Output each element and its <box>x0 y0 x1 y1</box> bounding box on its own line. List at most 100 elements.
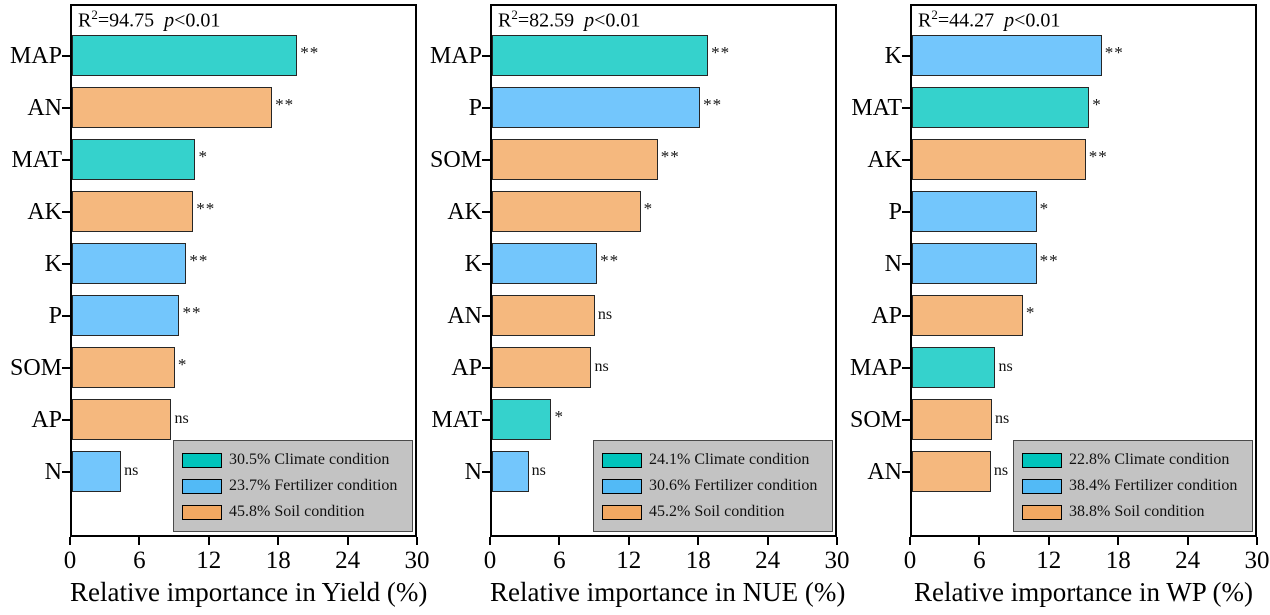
category-label-yield-N: N <box>44 458 62 485</box>
category-label-yield-AP: AP <box>31 406 62 433</box>
y-tick-wp-K <box>902 54 910 57</box>
y-tick-nue-N <box>482 470 490 473</box>
sig-yield-P: ** <box>182 302 202 322</box>
legend-label-nue-climate: 24.1% Climate condition <box>649 451 810 468</box>
y-tick-yield-MAT <box>62 158 70 161</box>
legend-swatch-soil <box>602 504 642 520</box>
legend-label-wp-fertilizer: 38.4% Fertilizer condition <box>1069 477 1238 494</box>
sig-yield-N: ns <box>124 461 139 479</box>
bar-yield-K <box>72 243 187 284</box>
y-tick-nue-SOM <box>482 158 490 161</box>
y-tick-wp-AK <box>902 158 910 161</box>
x-tick-wp-24 <box>1186 537 1189 545</box>
category-label-nue-MAT: MAT <box>431 406 482 433</box>
x-tick-wp-18 <box>1117 537 1120 545</box>
legend-swatch-fertilizer <box>602 478 642 494</box>
plot-area-nue: R2=82.59 p<0.01 ** ** ** * ** ns ns * ns 24.1% Cli… <box>490 4 837 537</box>
bar-wp-SOM <box>912 399 993 440</box>
legend-swatch-fertilizer <box>1022 478 1062 494</box>
category-label-nue-AK: AK <box>447 198 482 225</box>
x-tick-label-wp-6: 6 <box>973 547 986 574</box>
sig-yield-AP: ns <box>174 409 189 427</box>
x-tick-wp-30 <box>1256 537 1258 545</box>
bar-yield-N <box>72 451 122 492</box>
legend-swatch-soil <box>1022 504 1062 520</box>
legend-swatch-climate <box>602 452 642 468</box>
y-tick-yield-SOM <box>62 366 70 369</box>
x-tick-label-yield-30: 30 <box>404 547 430 574</box>
x-tick-nue-12 <box>627 537 630 545</box>
legend-label-nue-soil: 45.2% Soil condition <box>649 503 785 520</box>
bar-wp-AN <box>912 451 991 492</box>
x-tick-label-nue-6: 6 <box>553 547 566 574</box>
legend-label-wp-soil: 38.8% Soil condition <box>1069 503 1205 520</box>
bar-wp-AP <box>912 295 1023 336</box>
x-axis-label-wp: Relative importance in WP (%) <box>914 577 1253 607</box>
bar-nue-AN <box>492 295 595 336</box>
y-tick-nue-P <box>482 106 490 109</box>
bar-wp-AK <box>912 139 1086 180</box>
legend-row-nue-fertilizer: 30.6% Fertilizer condition <box>602 473 824 499</box>
bar-nue-AK <box>492 191 641 232</box>
sig-nue-MAP: ** <box>711 42 731 62</box>
bar-wp-K <box>912 35 1102 76</box>
sig-wp-MAT: * <box>1092 94 1102 114</box>
legend-row-nue-soil: 45.2% Soil condition <box>602 499 824 525</box>
y-tick-nue-AN <box>482 314 490 317</box>
category-label-yield-AK: AK <box>27 198 62 225</box>
sig-nue-MAT: * <box>554 406 564 426</box>
x-tick-yield-12 <box>207 537 210 545</box>
category-label-yield-P: P <box>48 302 62 329</box>
x-axis-label-nue: Relative importance in NUE (%) <box>490 577 846 607</box>
bar-nue-MAP <box>492 35 709 76</box>
y-tick-wp-P <box>902 210 910 213</box>
legend-row-wp-soil: 38.8% Soil condition <box>1022 499 1244 525</box>
legend-row-nue-climate: 24.1% Climate condition <box>602 447 824 473</box>
bar-yield-P <box>72 295 180 336</box>
category-label-wp-MAT: MAT <box>851 94 902 121</box>
y-tick-wp-AN <box>902 470 910 473</box>
r2-annotation-yield: R2=94.75 p<0.01 <box>78 7 221 32</box>
category-label-wp-AP: AP <box>871 302 902 329</box>
category-label-nue-AP: AP <box>451 354 482 381</box>
x-tick-yield-30 <box>416 537 418 545</box>
x-tick-label-nue-24: 24 <box>755 547 781 574</box>
bar-nue-SOM <box>492 139 658 180</box>
y-tick-wp-AP <box>902 314 910 317</box>
x-tick-yield-6 <box>138 537 141 545</box>
x-tick-label-yield-24: 24 <box>335 547 361 574</box>
x-tick-label-wp-0: 0 <box>903 547 917 574</box>
x-tick-label-wp-12: 12 <box>1036 547 1062 574</box>
bar-wp-P <box>912 191 1037 232</box>
sig-wp-AN: ns <box>993 461 1009 479</box>
sig-wp-K: ** <box>1104 42 1124 62</box>
x-tick-label-yield-12: 12 <box>196 547 222 574</box>
category-label-yield-MAP: MAP <box>9 42 62 69</box>
y-tick-nue-AK <box>482 210 490 213</box>
x-tick-wp-0 <box>909 537 911 545</box>
x-tick-nue-18 <box>697 537 700 545</box>
sig-yield-MAP: ** <box>300 42 320 62</box>
y-tick-yield-P <box>62 314 70 317</box>
x-axis-label-yield: Relative importance in Yield (%) <box>70 577 428 607</box>
bar-wp-MAP <box>912 347 996 388</box>
legend-row-yield-soil: 45.8% Soil condition <box>182 499 404 525</box>
bar-yield-MAT <box>72 139 196 180</box>
category-label-wp-N: N <box>884 250 902 277</box>
sig-nue-AN: ns <box>597 305 613 323</box>
legend-label-yield-climate: 30.5% Climate condition <box>229 451 390 468</box>
category-label-wp-AK: AK <box>867 146 902 173</box>
category-label-wp-K: K <box>884 42 902 69</box>
category-label-wp-P: P <box>888 198 902 225</box>
legend-label-wp-climate: 22.8% Climate condition <box>1069 451 1230 468</box>
sig-yield-AN: ** <box>275 94 295 114</box>
x-tick-label-yield-18: 18 <box>265 547 291 574</box>
sig-yield-MAT: * <box>198 146 208 166</box>
legend-row-wp-fertilizer: 38.4% Fertilizer condition <box>1022 473 1244 499</box>
bar-yield-AK <box>72 191 194 232</box>
x-tick-label-yield-0: 0 <box>63 547 77 574</box>
y-tick-yield-MAP <box>62 54 70 57</box>
sig-nue-AP: ns <box>594 357 609 375</box>
x-tick-yield-24 <box>346 537 349 545</box>
